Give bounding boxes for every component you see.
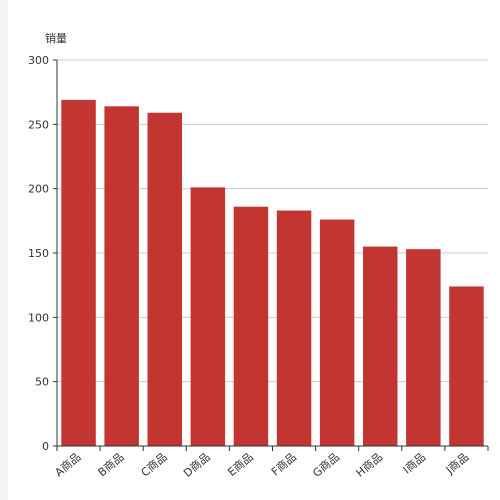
- x-tick-label: J商品: [442, 450, 471, 478]
- bar: [319, 219, 355, 446]
- bar: [104, 106, 139, 446]
- x-tick-label: G商品: [310, 450, 342, 480]
- bar-series: [61, 99, 484, 447]
- bar: [449, 286, 484, 446]
- x-tick-label: H商品: [353, 450, 385, 480]
- bar: [190, 187, 226, 446]
- x-tick-label: F商品: [268, 450, 299, 479]
- y-tick-label: 150: [28, 247, 49, 260]
- y-tick-label: 300: [28, 54, 49, 67]
- y-tick-label: 100: [28, 311, 49, 324]
- bar: [363, 246, 398, 446]
- x-tick-label: A商品: [52, 450, 84, 480]
- y-tick-label: 250: [28, 118, 49, 131]
- x-tick-label: B商品: [95, 450, 127, 480]
- bar: [61, 99, 96, 447]
- y-axis-title: 销量: [45, 31, 67, 45]
- x-tick-label: C商品: [138, 450, 170, 480]
- bar: [147, 112, 182, 447]
- y-axis-ticks: 0 50 100 150 200 250 300: [28, 54, 57, 453]
- y-tick-label: 0: [42, 440, 49, 453]
- bar: [276, 210, 312, 446]
- bar: [406, 249, 441, 446]
- y-tick-label: 50: [35, 376, 49, 389]
- x-tick-label: E商品: [225, 450, 256, 479]
- bar: [233, 206, 269, 446]
- x-axis-ticks: A商品 B商品 C商品 D商品 E商品 F商品 G商品 H商品 I商品 J商品: [52, 446, 489, 480]
- y-tick-label: 200: [28, 183, 49, 196]
- x-tick-label: D商品: [180, 450, 212, 480]
- x-tick-label: I商品: [400, 450, 428, 477]
